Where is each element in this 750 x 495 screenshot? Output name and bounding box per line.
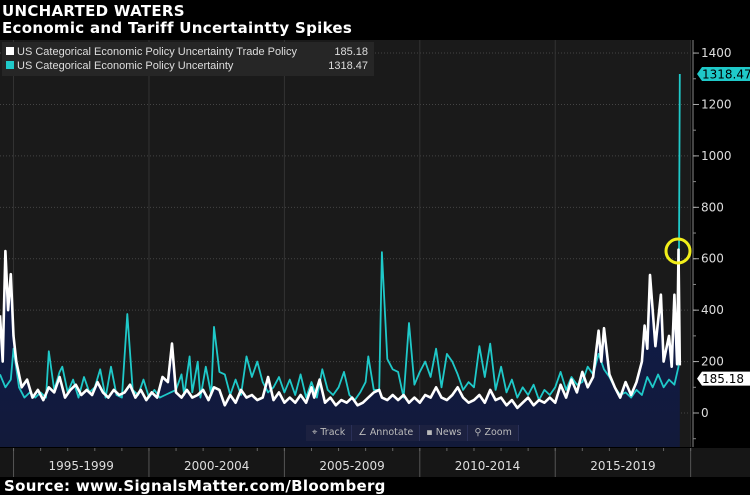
x-axis-band [0,448,750,477]
crosshair-icon: ⌖ [312,427,318,438]
annotate-button[interactable]: ∠ Annotate [352,425,421,441]
y-tick-label: 0 [701,406,709,420]
last-value-tag [697,371,750,386]
chart-subtitle: Economic and Tariff Uncertaintty Spikes [2,19,353,37]
trade-policy-area [0,249,680,447]
legend-value: 1318.47 [328,60,368,72]
last-value-tag [697,67,750,82]
y-tick-label: 600 [701,252,724,266]
annotate-label: Annotate [369,427,414,438]
magnifier-icon: ⚲ [474,427,482,438]
last-value-tags: 1318.47 185.18 [697,67,750,386]
y-axis: 0 200 400 600 800 1000 1200 1400 [692,40,732,447]
economic-policy-uncertainty-line [0,73,681,401]
y-tick-label: 400 [701,303,724,317]
news-button[interactable]: ▪ News [420,425,469,441]
area-fill [0,249,680,447]
source-caption: Source: www.SignalsMatter.com/Bloomberg [4,477,386,495]
y-tick-label: 1400 [701,46,732,60]
legend-label: US Categorical Economic Policy Uncertain… [17,46,298,58]
legend-value: 185.18 [334,46,368,58]
grid [0,40,692,447]
news-icon: ▪ [426,427,433,438]
pencil-icon: ∠ [358,427,367,438]
x-tick-label: 2010-2014 [455,459,520,473]
x-tick-label: 1995-1999 [49,459,114,473]
zoom-label: Zoom [484,427,512,438]
legend-item-epu[interactable]: US Categorical Economic Policy Uncertain… [6,59,368,73]
legend-item-trade-policy[interactable]: US Categorical Economic Policy Uncertain… [6,45,368,59]
track-button[interactable]: ⌖ Track [306,425,353,441]
y-tick-label: 200 [701,355,724,369]
x-axis: 1995-1999 2000-2004 2005-2009 2010-2014 2015… [13,448,692,477]
track-label: Track [320,427,346,438]
y-tick-label: 1000 [701,149,732,163]
x-tick-label: 2005-2009 [319,459,384,473]
last-value-label: 1318.47 [702,68,750,82]
chart-toolbar: ⌖ Track ∠ Annotate ▪ News ⚲ Zoom [306,425,519,441]
chart-title: UNCHARTED WATERS [2,2,185,20]
legend: US Categorical Economic Policy Uncertain… [2,42,374,76]
news-label: News [435,427,462,438]
zoom-button[interactable]: ⚲ Zoom [468,425,519,441]
y-tick-label: 1200 [701,97,732,111]
legend-swatch-cyan [6,61,14,69]
legend-label: US Categorical Economic Policy Uncertain… [17,60,234,72]
x-tick-label: 2000-2004 [184,459,249,473]
highlight-circle [664,237,692,265]
series-lines [0,73,682,410]
legend-swatch-white [6,47,14,55]
last-value-label: 185.18 [702,372,744,386]
y-tick-label: 800 [701,200,724,214]
x-tick-label: 2015-2019 [590,459,655,473]
trade-policy-line [0,248,682,410]
